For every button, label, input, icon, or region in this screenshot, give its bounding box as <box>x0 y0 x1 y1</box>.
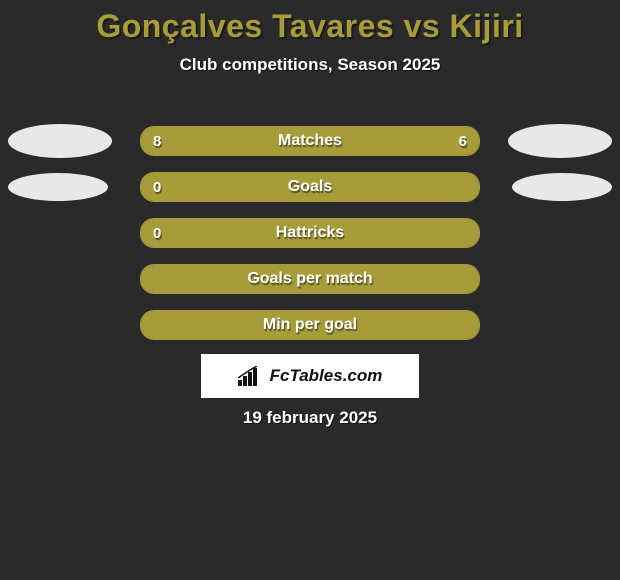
brand-box: FcTables.com <box>201 354 419 398</box>
player-silhouette-left <box>8 173 108 201</box>
comparison-title: Gonçalves Tavares vs Kijiri <box>0 0 620 45</box>
chart-bars-icon <box>238 366 264 386</box>
stat-row: Goals0 <box>0 164 620 210</box>
stat-bar-fill-left <box>141 311 479 339</box>
stat-bar: Goals0 <box>140 172 480 202</box>
stat-bar: Goals per match <box>140 264 480 294</box>
player-silhouette-right <box>508 124 612 158</box>
stat-bar-fill-left <box>141 219 479 247</box>
player-silhouette-right <box>512 173 612 201</box>
stat-row: Hattricks0 <box>0 210 620 256</box>
stats-container: Matches86 Goals0 Hattricks0 Goals per match… <box>0 118 620 348</box>
comparison-subtitle: Club competitions, Season 2025 <box>0 55 620 75</box>
stat-row: Min per goal <box>0 302 620 348</box>
stat-bar-fill-left <box>141 173 479 201</box>
stat-bar: Matches86 <box>140 126 480 156</box>
stat-bar-fill-left <box>141 265 479 293</box>
stat-bar: Min per goal <box>140 310 480 340</box>
stat-row: Goals per match <box>0 256 620 302</box>
stat-row: Matches86 <box>0 118 620 164</box>
stat-bar-fill-left <box>141 127 479 155</box>
player-silhouette-left <box>8 124 112 158</box>
stat-bar: Hattricks0 <box>140 218 480 248</box>
date-stamp: 19 february 2025 <box>0 408 620 428</box>
brand-text: FcTables.com <box>270 366 383 386</box>
